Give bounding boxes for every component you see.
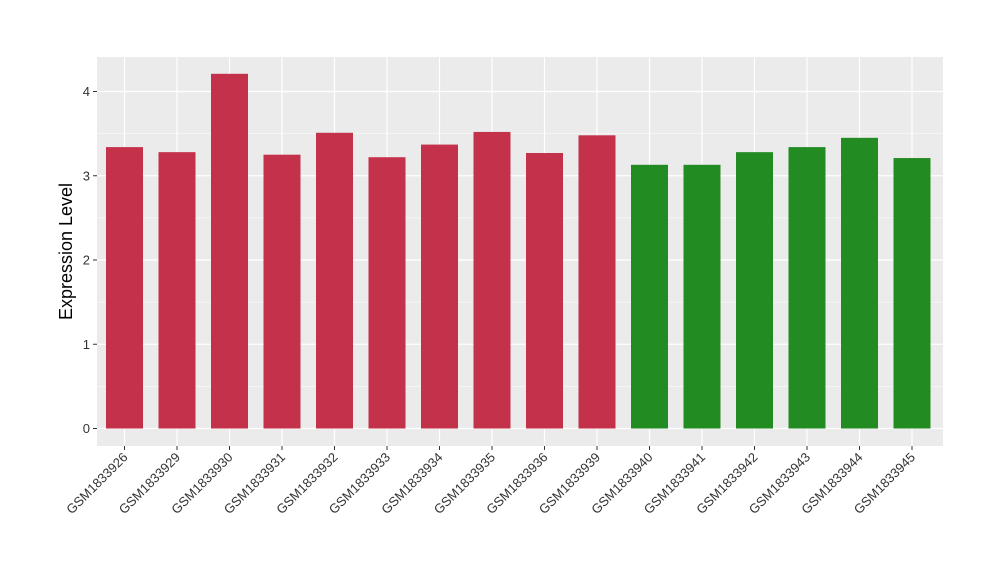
bar-GSM1833929: [158, 152, 196, 429]
bar-GSM1833939: [578, 135, 616, 429]
bar-GSM1833943: [788, 147, 826, 429]
y-axis: 0 1 2 3 4: [83, 84, 97, 436]
y-tick-label: 0: [83, 421, 90, 436]
y-axis-title: Expression Level: [56, 183, 76, 320]
bars-group: [106, 73, 931, 429]
bar-GSM1833935: [473, 131, 511, 429]
y-tick-label: 3: [83, 168, 90, 183]
y-tick-label: 2: [83, 253, 90, 268]
bar-GSM1833932: [316, 132, 353, 429]
bar-GSM1833933: [368, 157, 406, 429]
bar-GSM1833945: [893, 158, 931, 429]
x-axis: GSM1833926GSM1833929GSM1833930GSM1833931…: [63, 446, 918, 517]
bar-GSM1833942: [736, 152, 773, 429]
bar-GSM1833931: [263, 154, 301, 429]
bar-GSM1833936: [526, 153, 563, 429]
bar-GSM1833944: [841, 137, 878, 429]
bar-GSM1833941: [683, 164, 721, 429]
bar-GSM1833930: [211, 73, 248, 429]
bar-GSM1833926: [106, 147, 143, 429]
bar-GSM1833940: [631, 164, 668, 429]
bar-GSM1833934: [421, 144, 458, 429]
y-tick-label: 4: [83, 84, 90, 99]
y-tick-label: 1: [83, 337, 90, 352]
